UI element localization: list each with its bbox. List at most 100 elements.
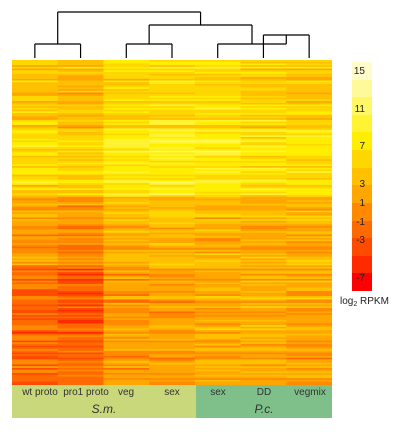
heatmap-cell [149, 325, 196, 328]
heatmap-cell [149, 119, 196, 123]
heatmap-cell [240, 265, 287, 268]
heatmap-cell [194, 367, 242, 371]
heatmap-cell [57, 241, 105, 244]
heatmap-cell [286, 201, 332, 205]
heatmap-cell [12, 306, 59, 309]
heatmap-cell [240, 237, 287, 241]
heatmap-cell [286, 378, 332, 381]
heatmap-cell [194, 78, 242, 82]
heatmap-cell [103, 244, 150, 248]
heatmap-cell [286, 355, 332, 359]
heatmap-cell [286, 169, 332, 172]
heatmap-cell [12, 126, 59, 130]
heatmap-cell [240, 171, 287, 174]
heatmap-cell [194, 378, 242, 381]
legend-swatch [352, 132, 372, 151]
heatmap-cell [103, 227, 150, 230]
heatmap-cell [149, 126, 196, 130]
heatmap-cell [12, 68, 59, 71]
heatmap-cell [286, 318, 332, 321]
heatmap-cell [103, 275, 150, 278]
heatmap-cell [240, 234, 287, 237]
heatmap-cell [57, 290, 105, 294]
heatmap-cell [103, 338, 150, 342]
heatmap-cell [103, 379, 150, 383]
heatmap-cell [194, 162, 242, 165]
heatmap-cell [194, 143, 242, 147]
heatmap-cell [240, 71, 287, 75]
heatmap-cell [149, 215, 196, 218]
heatmap-cell [12, 352, 59, 355]
heatmap-cell [12, 75, 59, 78]
heatmap-cell [12, 256, 59, 260]
heatmap-cell [194, 266, 242, 270]
heatmap-cell [103, 200, 150, 203]
heatmap-cell [240, 172, 287, 176]
heatmap-cell [12, 234, 59, 237]
heatmap-cell [286, 320, 332, 323]
heatmap-cell [194, 246, 242, 249]
heatmap-cell [103, 102, 150, 106]
heatmap-cell [194, 171, 242, 174]
heatmap-cell [57, 188, 105, 191]
legend-title-sub: 2 [353, 301, 358, 308]
heatmap-cell [194, 66, 242, 70]
heatmap-cell [12, 277, 59, 280]
heatmap-cell [103, 239, 150, 242]
heatmap-cell [286, 376, 332, 379]
heatmap-cell [57, 71, 105, 75]
heatmap-cell [240, 243, 287, 246]
heatmap-cell [240, 350, 287, 354]
heatmap-cell [12, 119, 59, 123]
heatmap-cell [149, 251, 196, 254]
heatmap-cell [149, 63, 196, 66]
heatmap-cell [149, 292, 196, 295]
heatmap-cell [286, 222, 332, 225]
heatmap-cell [12, 215, 59, 218]
heatmap-cell [57, 190, 105, 193]
heatmap-cell [194, 320, 242, 323]
column-label: DD [256, 387, 272, 398]
heatmap-cell [286, 289, 332, 292]
heatmap-cell [149, 364, 196, 367]
heatmap-cell [103, 116, 150, 119]
heatmap-cell [57, 222, 105, 225]
heatmap-cell [286, 340, 332, 343]
heatmap-cell [240, 253, 287, 256]
heatmap-cell [240, 224, 287, 227]
heatmap-cell [286, 90, 332, 94]
heatmap-cell [286, 243, 332, 246]
heatmap-cell [240, 179, 287, 183]
heatmap-cell [240, 119, 287, 123]
heatmap-cell [240, 130, 287, 133]
heatmap-cell [12, 292, 59, 295]
heatmap-cell [194, 138, 242, 141]
heatmap-cell [57, 255, 105, 258]
heatmap-cell [149, 77, 196, 80]
heatmap-cell [240, 277, 287, 280]
heatmap-cell [286, 184, 332, 188]
heatmap-cell [103, 367, 150, 371]
heatmap-cell [12, 135, 59, 138]
heatmap-cell [194, 253, 242, 256]
heatmap-cell [57, 371, 105, 374]
heatmap-cell [103, 359, 150, 362]
heatmap-cell [194, 224, 242, 227]
heatmap-cell [12, 142, 59, 145]
heatmap-cell [12, 364, 59, 367]
heatmap-cell [12, 323, 59, 326]
heatmap-cell [240, 290, 287, 294]
heatmap-cell [286, 261, 332, 265]
heatmap-cell [149, 68, 196, 71]
heatmap-cell [286, 364, 332, 367]
heatmap-cell [149, 217, 196, 220]
legend-swatch [352, 238, 372, 257]
heatmap-cell [240, 65, 287, 68]
heatmap-cell [240, 244, 287, 248]
heatmap-cell [149, 118, 196, 121]
heatmap-cell [194, 297, 242, 301]
heatmap-cell [12, 350, 59, 354]
heatmap-cell [286, 225, 332, 229]
heatmap-cell [286, 102, 332, 106]
legend-tick-label: -3 [356, 235, 365, 247]
